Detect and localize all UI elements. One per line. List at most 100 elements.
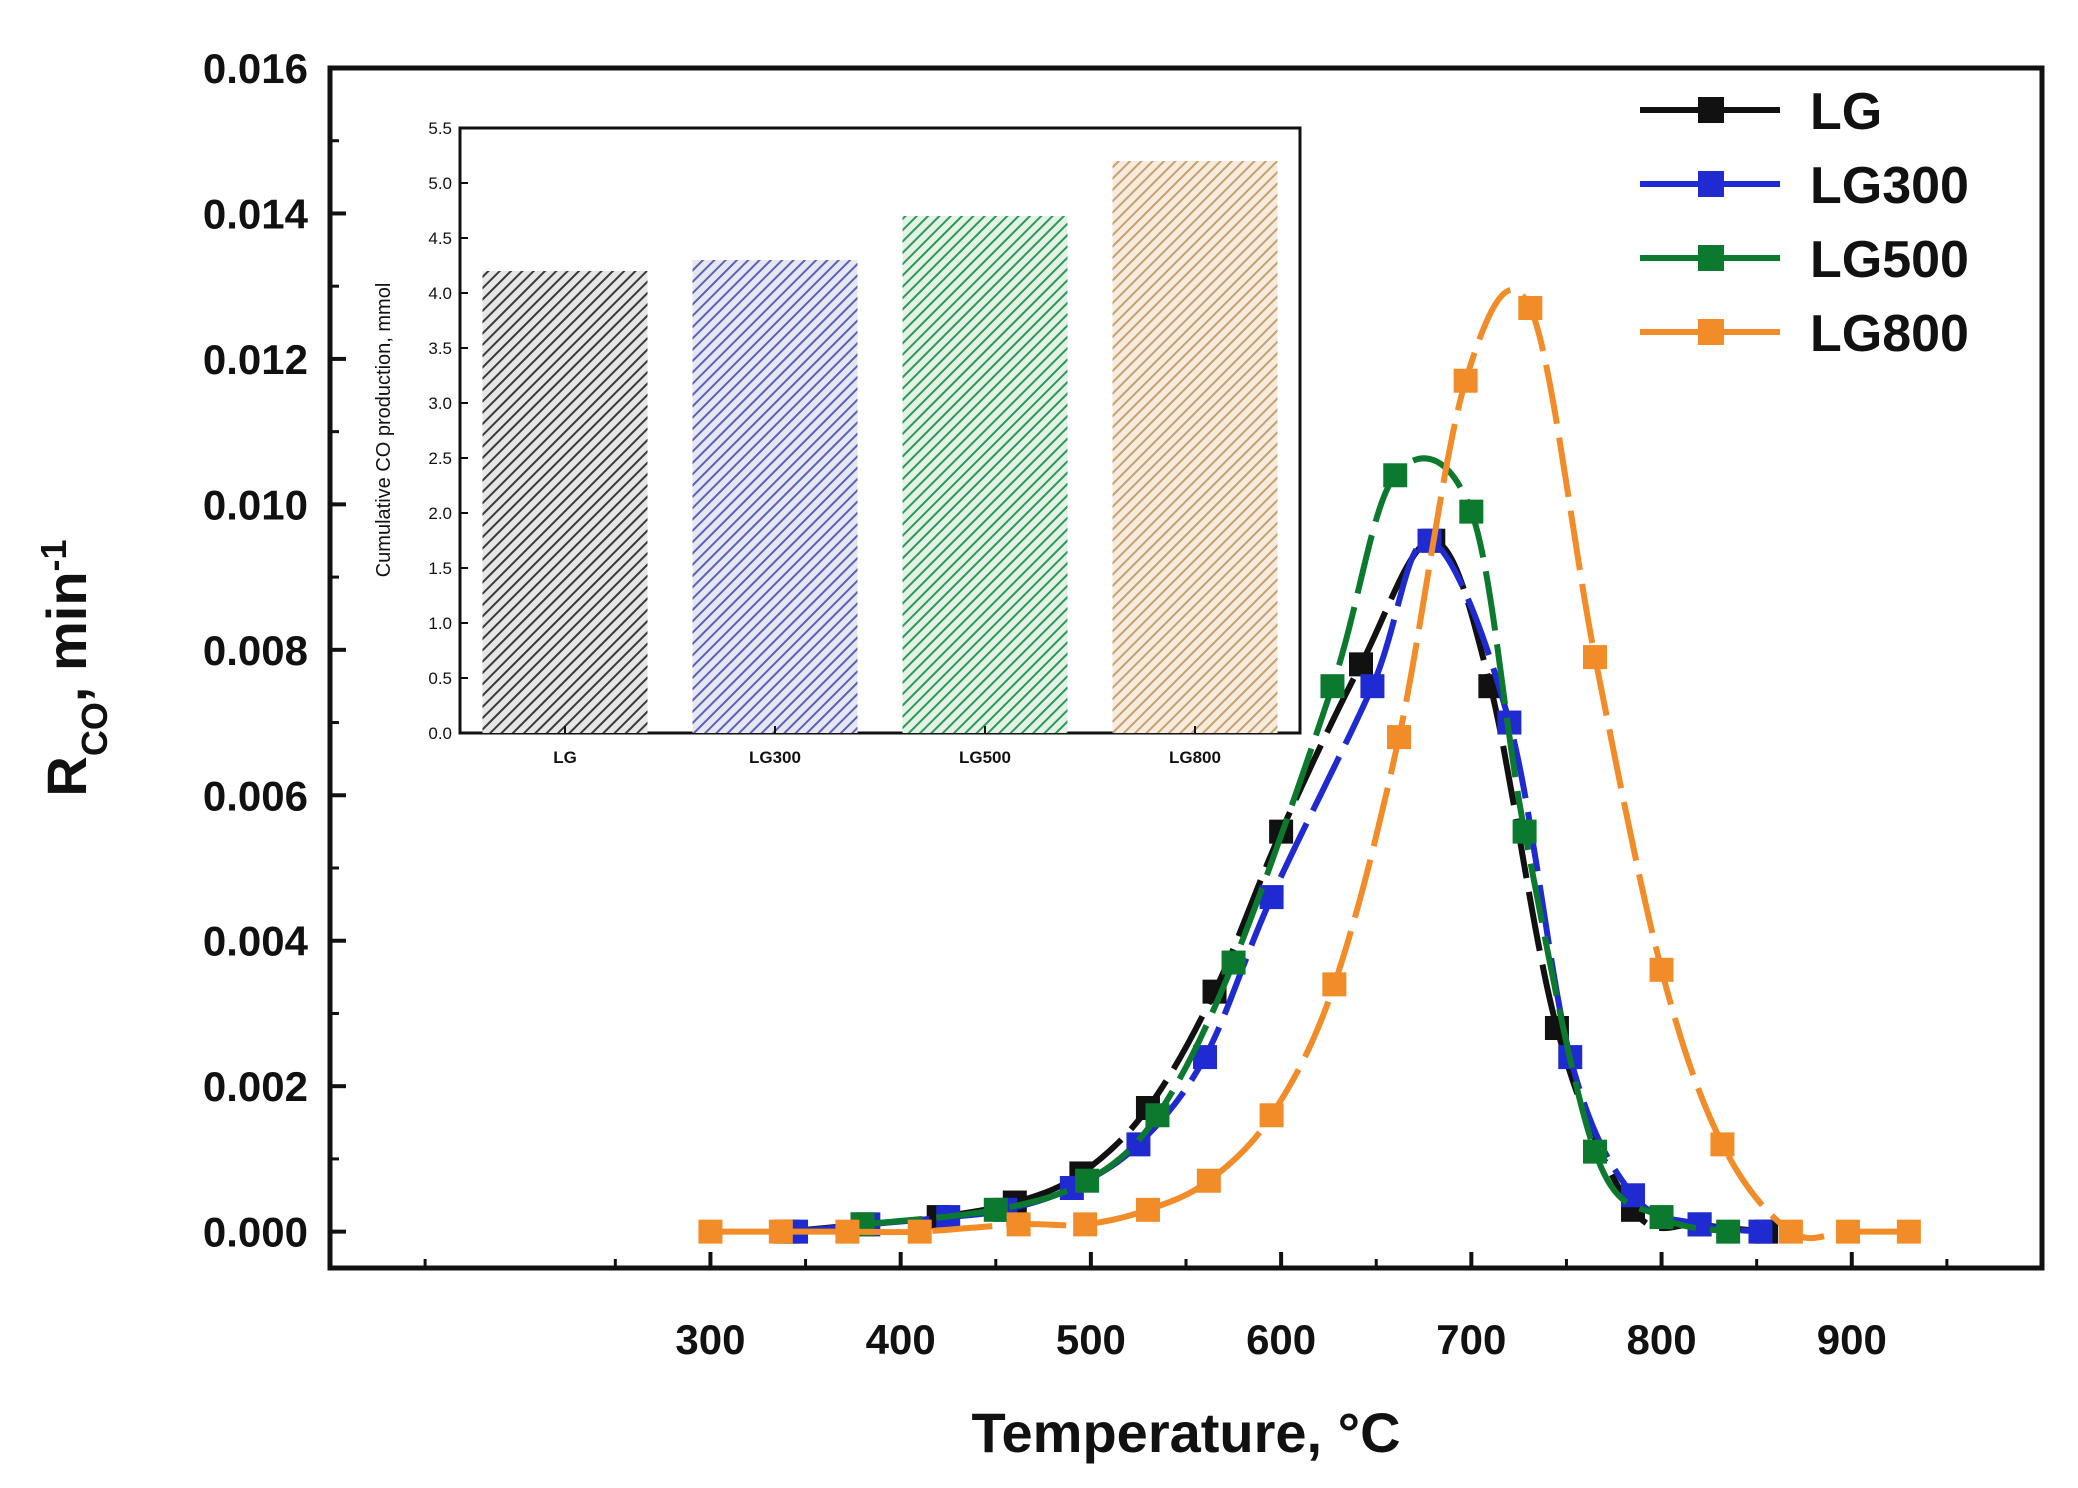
main-axes-group: 0.000 0.002 0.004 0.006 0.008 0.010 0.012 0.014… xyxy=(203,45,2045,1363)
x-tick-label: 800 xyxy=(1627,1316,1697,1363)
data-point xyxy=(1135,1197,1160,1222)
data-point xyxy=(1387,725,1412,750)
x-tick-label: 400 xyxy=(866,1316,936,1363)
data-point xyxy=(1221,950,1246,975)
inset-category-label: LG500 xyxy=(959,748,1011,767)
data-point xyxy=(983,1197,1008,1222)
inset-y-tick-label: 1.0 xyxy=(428,614,452,633)
inset-bar-lg xyxy=(482,271,648,733)
data-point xyxy=(1320,674,1345,699)
data-point xyxy=(1896,1219,1921,1244)
data-point xyxy=(1748,1219,1773,1244)
inset-y-tick-label: 3.0 xyxy=(428,394,452,413)
legend-marker xyxy=(1698,171,1724,197)
inset-plot-frame xyxy=(458,126,1302,735)
data-point xyxy=(1349,652,1374,677)
data-point xyxy=(1453,368,1478,393)
main-y-ticks: 0.000 0.002 0.004 0.006 0.008 0.010 0.012 0.014… xyxy=(203,45,346,1256)
y-axis-title-sub: CO xyxy=(74,702,115,756)
y-axis-title-tail: , min xyxy=(35,571,98,702)
legend-label: LG500 xyxy=(1810,231,1969,289)
y-tick-label: 0.004 xyxy=(203,918,309,965)
main-series-group xyxy=(698,286,1921,1244)
data-point xyxy=(1075,1168,1100,1193)
legend-label: LG xyxy=(1810,83,1882,141)
inset-bar-lg300 xyxy=(692,260,858,733)
x-tick-label: 300 xyxy=(675,1316,745,1363)
inset-y-axis-label: Cumulative CO production, mmol xyxy=(373,283,395,578)
inset-y-tick-label: 5.5 xyxy=(428,119,452,138)
y-tick-label: 0.012 xyxy=(203,336,308,383)
inset-category-label: LG800 xyxy=(1169,748,1221,767)
data-point xyxy=(1649,957,1674,982)
data-point xyxy=(1322,972,1347,997)
inset-y-tick-label: 0.0 xyxy=(428,724,452,743)
data-point xyxy=(768,1219,793,1244)
y-tick-label: 0.010 xyxy=(203,481,308,528)
legend-item-lg300: LG300 xyxy=(1640,157,1969,215)
data-point xyxy=(698,1219,723,1244)
legend-marker xyxy=(1698,97,1724,123)
inset-category-label: LG300 xyxy=(749,748,801,767)
inset-x-categories: LG LG300 LG500 LG800 xyxy=(553,726,1221,767)
x-tick-label: 500 xyxy=(1056,1316,1126,1363)
data-point xyxy=(907,1219,932,1244)
y-tick-label: 0.014 xyxy=(203,190,309,237)
data-point xyxy=(1835,1219,1860,1244)
legend-item-lg500: LG500 xyxy=(1640,231,1969,289)
legend-label: LG300 xyxy=(1810,157,1969,215)
x-tick-label: 600 xyxy=(1246,1316,1316,1363)
inset-y-tick-label: 1.5 xyxy=(428,559,452,578)
legend-marker xyxy=(1698,319,1724,345)
y-axis-title: RCO, min-1 xyxy=(33,539,115,796)
data-point xyxy=(1196,1168,1221,1193)
inset-y-tick-label: 2.0 xyxy=(428,504,452,523)
data-point xyxy=(1383,463,1408,488)
legend-item-lg: LG xyxy=(1640,83,1882,141)
data-point xyxy=(1518,296,1543,320)
data-point xyxy=(1512,819,1537,844)
inset-category-label: LG xyxy=(553,748,577,767)
legend-item-lg800: LG800 xyxy=(1640,305,1969,363)
data-point xyxy=(1006,1212,1031,1237)
series-line xyxy=(710,286,1909,1242)
inset-bar-lg500 xyxy=(902,216,1068,733)
y-tick-label: 0.006 xyxy=(203,772,308,819)
y-axis-title-main: R xyxy=(35,756,98,796)
main-x-ticks: 300 400 500 600 700 800 900 xyxy=(423,1252,1949,1363)
inset-y-tick-label: 5.0 xyxy=(428,174,452,193)
inset-y-ticks: 0.0 0.5 1.0 1.5 2.0 2.5 3.0 3.5 4.0 4.5 5.0 5.5 xyxy=(428,119,468,743)
x-axis-title: Temperature, °C xyxy=(971,1401,1400,1464)
inset-y-tick-label: 4.0 xyxy=(428,284,452,303)
data-point xyxy=(1259,885,1284,910)
y-tick-label: 0.000 xyxy=(203,1209,308,1256)
series-lg800 xyxy=(698,286,1921,1244)
inset-chart: 0.00.51.01.52.02.53.03.54.04.55.05.5 LG L… xyxy=(373,119,1302,767)
legend-label: LG800 xyxy=(1810,305,1969,363)
data-point xyxy=(1716,1219,1741,1244)
data-point xyxy=(1710,1132,1735,1157)
y-tick-label: 0.016 xyxy=(203,45,308,92)
data-point xyxy=(1649,1205,1674,1230)
data-point xyxy=(1259,1103,1284,1128)
data-point xyxy=(1459,499,1484,524)
data-point xyxy=(1582,1139,1607,1164)
data-point xyxy=(835,1219,860,1244)
y-tick-label: 0.002 xyxy=(203,1063,308,1110)
data-point xyxy=(1778,1219,1803,1244)
data-point xyxy=(1073,1212,1098,1237)
legend-marker xyxy=(1698,245,1724,271)
inset-y-tick-label: 3.5 xyxy=(428,339,452,358)
data-point xyxy=(1145,1103,1170,1128)
data-point xyxy=(1582,645,1607,670)
x-tick-label: 700 xyxy=(1436,1316,1506,1363)
inset-y-tick-label: 0.5 xyxy=(428,669,452,688)
series-line xyxy=(795,537,1761,1235)
data-point xyxy=(1360,674,1385,699)
y-tick-label: 0.008 xyxy=(203,627,308,674)
inset-y-tick-label: 4.5 xyxy=(428,229,452,248)
inset-bars xyxy=(482,161,1278,733)
inset-bar-lg800 xyxy=(1112,161,1278,733)
x-tick-label: 900 xyxy=(1817,1316,1887,1363)
